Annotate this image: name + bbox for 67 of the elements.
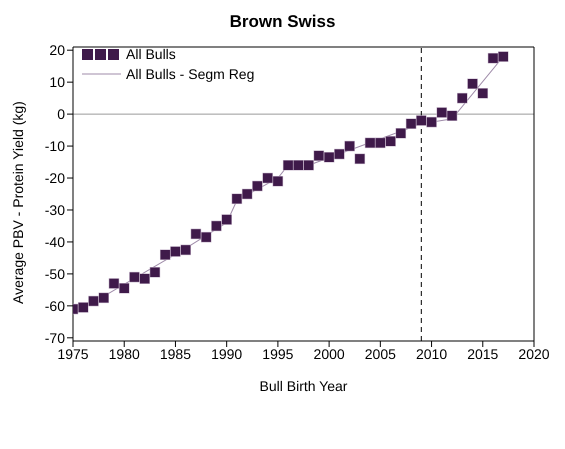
x-axis-title: Bull Birth Year [260,378,348,394]
point [406,118,416,129]
y-tick-label: -20 [44,170,66,186]
x-tick-label: 1995 [262,346,294,362]
point [303,160,314,170]
point [446,110,458,121]
x-tick-label: 2000 [314,346,345,362]
point [262,172,273,184]
point [385,136,396,147]
x-tick-label: 2010 [416,346,448,362]
point [293,160,304,170]
point [324,152,334,162]
point [78,302,88,313]
point [364,138,376,148]
point [375,138,386,148]
point [396,128,406,139]
point [488,52,498,64]
x-tick-label: 1985 [160,346,192,362]
point [108,278,120,289]
point [88,296,99,306]
y-tick-label: 20 [49,42,66,58]
y-tick-label: -60 [44,298,66,314]
point [272,176,284,186]
point [416,115,427,126]
point [252,180,263,192]
y-tick-label: 10 [49,74,66,90]
legend-label: All Bulls [126,45,176,64]
point [139,273,150,284]
point [498,51,509,62]
x-tick-label: 2005 [364,346,396,362]
chart-title: Brown Swiss [228,11,336,33]
point [150,267,160,278]
point [211,220,222,232]
point [478,88,488,99]
point [160,249,170,260]
point [242,188,252,200]
x-tick-label: 1975 [57,346,89,362]
y-tick-label: -40 [44,234,66,250]
y-tick-label: -10 [44,138,66,154]
point [221,214,232,225]
point [118,283,130,294]
x-tick-label: 1980 [108,346,140,362]
point [426,116,437,128]
y-tick-label: 0 [57,106,66,122]
legend-label: All Bulls - Segm Reg [126,65,254,84]
point [436,107,448,118]
point [190,228,202,240]
y-tick-label: -70 [44,330,66,346]
x-tick-label: 2015 [467,346,499,362]
point [129,272,140,282]
point [334,148,345,160]
point [170,246,181,257]
x-tick-label: 2020 [518,346,550,362]
point [354,154,366,164]
point [180,244,191,256]
y-axis-title: Average PBV - Protein Yield (kg) [10,101,26,304]
point [344,140,355,152]
point [467,78,478,89]
point [457,92,468,104]
point [200,232,212,242]
x-tick-label: 1990 [211,346,242,362]
y-tick-label: -30 [44,202,66,218]
y-tick-label: -50 [44,266,66,282]
point [282,160,294,170]
point [314,150,324,161]
point [232,194,242,204]
point [98,292,109,304]
